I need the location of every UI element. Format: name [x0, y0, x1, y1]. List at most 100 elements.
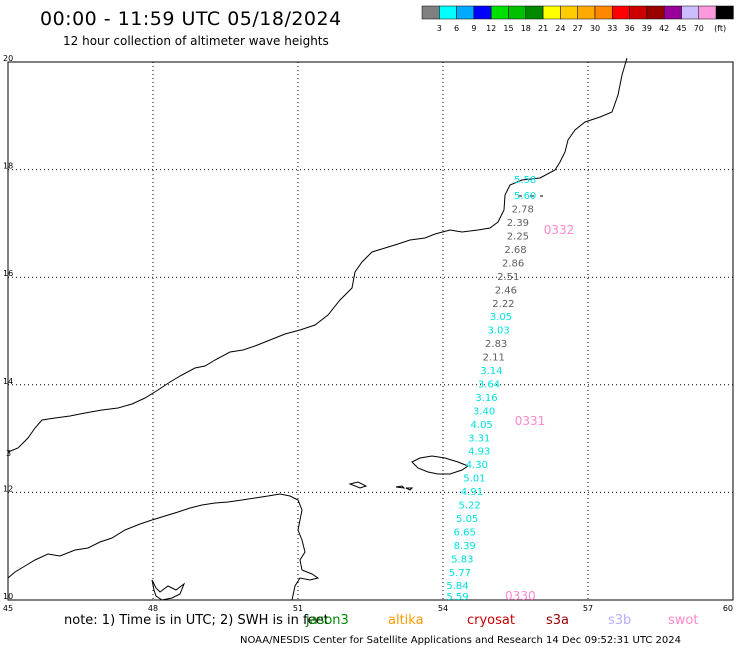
- wave-height-label: 4.30: [466, 460, 488, 471]
- wave-height-label: 5.05: [456, 514, 478, 525]
- wave-height-label: 2.86: [502, 258, 524, 269]
- abd-al-kuri-island: [348, 481, 368, 489]
- socotra-island: [411, 455, 470, 475]
- wave-height-label: 5.84: [446, 581, 468, 592]
- lon-tick-label: 51: [293, 604, 303, 613]
- mission-s3a: s3a: [546, 613, 570, 628]
- wave-height-label: 5.77: [449, 568, 471, 579]
- wave-height-label: 2.68: [504, 245, 526, 256]
- lat-tick-label: 16: [3, 269, 13, 278]
- legend-swatch: [508, 5, 527, 20]
- wave-height-label: 3.05: [490, 312, 512, 323]
- wave-height-label: 2.78: [512, 205, 534, 216]
- legend-swatch: [681, 5, 700, 20]
- wave-height-label: 2.46: [495, 285, 517, 296]
- wave-height-label: 4.05: [471, 420, 493, 431]
- wave-height-label: 2.83: [485, 339, 507, 350]
- legend-swatch: [663, 5, 682, 20]
- mission-altika: altika: [388, 613, 424, 628]
- darsah-island: [405, 487, 414, 491]
- legend-swatch: [439, 5, 457, 20]
- legend-tick-label: 39: [642, 24, 652, 33]
- map-title: 00:00 - 11:59 UTC 05/18/2024: [40, 8, 342, 30]
- wave-height-label: 3.03: [487, 326, 509, 337]
- lat-tick-label: 18: [3, 162, 13, 171]
- lon-tick-label: 45: [3, 604, 13, 613]
- legend-tick-label: 21: [538, 24, 548, 33]
- mission-cryosat: cryosat: [467, 613, 515, 628]
- legend-tick-label: 18: [521, 24, 531, 33]
- legend-tick-label: 45: [676, 24, 686, 33]
- legend-swatch: [560, 5, 578, 20]
- samhah-island: [395, 485, 406, 489]
- legend-tick-label: 12: [486, 24, 496, 33]
- legend-tick-label: 27: [573, 24, 583, 33]
- legend-tick-label: 3: [437, 24, 442, 33]
- coastal-feature: [151, 579, 186, 601]
- wave-height-label: 3.14: [480, 366, 502, 377]
- lat-tick-label: 10: [3, 592, 13, 601]
- legend-swatch: [577, 5, 596, 20]
- wave-height-label: 5.83: [451, 554, 473, 565]
- wave-height-label: 2.25: [507, 232, 529, 243]
- mission-swot: swot: [668, 613, 699, 628]
- legend-swatch: [490, 5, 509, 20]
- wave-height-label: 8.39: [454, 541, 476, 552]
- wave-height-label: 5.01: [463, 474, 485, 485]
- legend-tick-label: 36: [625, 24, 635, 33]
- legend-swatch: [525, 5, 544, 20]
- map-subtitle: 12 hour collection of altimeter wave hei…: [63, 34, 329, 48]
- legend-swatch: [421, 5, 440, 20]
- legend-swatch: [594, 5, 613, 20]
- wave-height-points: 5.58 5.60 2.78 2.39 2.25 2.68 2.86 2.51 2.46 2.22…: [446, 175, 536, 603]
- legend-tick-label: 42: [659, 24, 669, 33]
- pass-time-label: 0332: [544, 223, 575, 237]
- wave-height-label: 4.91: [461, 487, 483, 498]
- pass-labels: 0332 0331 0330: [505, 223, 574, 603]
- legend-tick-label: 24: [555, 24, 565, 33]
- mission-jason3: jason3: [306, 613, 349, 628]
- wave-height-label: 5.60: [514, 191, 536, 202]
- lon-tick-label: 54: [438, 604, 448, 613]
- lat-tick-label: 14: [3, 377, 13, 386]
- wave-height-label: 6.65: [454, 527, 476, 538]
- wave-height-label: 2.11: [483, 353, 505, 364]
- somalia-coastline: [7, 493, 320, 601]
- wave-height-label: 2.51: [497, 272, 519, 283]
- legend-swatch: [646, 5, 665, 20]
- legend-swatch: [698, 5, 717, 20]
- coastline: [7, 57, 628, 601]
- legend-swatch: [715, 5, 734, 20]
- map-frame: [7, 61, 734, 601]
- wave-height-label: 4.93: [468, 447, 490, 458]
- legend-tick-label: 15: [503, 24, 513, 33]
- lon-tick-label: 60: [723, 604, 733, 613]
- mission-s3b: s3b: [608, 613, 632, 628]
- wave-height-label: 3.16: [475, 393, 497, 404]
- wave-height-label: 5.58: [514, 175, 536, 186]
- lon-tick-label: 48: [148, 604, 158, 613]
- legend-swatch: [542, 5, 561, 20]
- legend-tick-label: 70: [694, 24, 704, 33]
- wave-height-label: 5.59: [446, 592, 468, 603]
- arabia-coastline: [7, 57, 628, 453]
- legend-swatch: [629, 5, 648, 20]
- legend-tick-label: 9: [471, 24, 476, 33]
- map-grid: [7, 61, 734, 601]
- legend-swatch: [456, 5, 475, 20]
- legend-swatch: [473, 5, 492, 20]
- wave-height-label: 3.31: [468, 433, 490, 444]
- legend-tick-label: 33: [607, 24, 617, 33]
- legend-tick-label: 30: [590, 24, 600, 33]
- lon-tick-label: 57: [583, 604, 593, 613]
- color-legend: 3 6 9 12 15 18 21 24 27 30 33 36 39 42 45 70 (ft): [421, 5, 734, 33]
- side-label: 3: [6, 449, 11, 458]
- map-axis-labels: 20 18 16 14 12 10 45 48 51 54 57 60 3: [3, 54, 733, 613]
- wave-height-label: 2.22: [492, 299, 514, 310]
- wave-height-label: 5.22: [458, 501, 480, 512]
- wave-height-label: 3.40: [473, 406, 495, 417]
- pass-time-label: 0331: [515, 414, 546, 428]
- pass-time-label: 0330: [505, 589, 536, 603]
- lat-tick-label: 12: [3, 484, 13, 493]
